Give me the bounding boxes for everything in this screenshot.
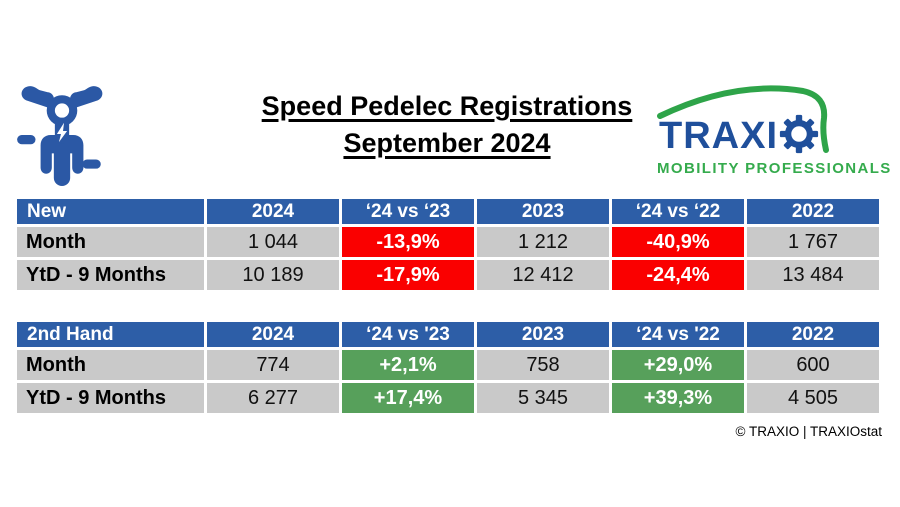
traxio-logo: TRAXI [655,80,890,186]
table-second-hand-title-cell: 2nd Hand [17,322,204,347]
delta-cell: +39,3% [612,383,744,413]
delta-cell: -24,4% [612,260,744,290]
delta-cell: +17,4% [342,383,474,413]
value-cell: 12 412 [477,260,609,290]
table-new-header-row: New 2024 ‘24 vs ‘23 2023 ‘24 vs ‘22 2022 [17,199,879,224]
table-second-hand-header-row: 2nd Hand 2024 ‘24 vs '23 2023 ‘24 vs '22… [17,322,879,347]
value-cell: 5 345 [477,383,609,413]
col-header-2022: 2022 [747,322,879,347]
delta-cell: -40,9% [612,227,744,257]
gear-icon [779,114,819,154]
lightning-bolt-icon [56,122,68,143]
col-header-2023: 2023 [477,322,609,347]
value-cell: 10 189 [207,260,339,290]
table-row: Month 1 044 -13,9% 1 212 -40,9% 1 767 [17,227,879,257]
table-new-title-cell: New [17,199,204,224]
col-header-2024: 2024 [207,322,339,347]
value-cell: 600 [747,350,879,380]
col-header-24vs22: ‘24 vs '22 [612,322,744,347]
source-credit: © TRAXIO | TRAXIOstat [735,424,883,439]
table-new: New 2024 ‘24 vs ‘23 2023 ‘24 vs ‘22 2022… [14,196,882,293]
table-row: YtD - 9 Months 6 277 +17,4% 5 345 +39,3%… [17,383,879,413]
speed-pedelec-icon [17,86,103,186]
col-header-24vs22: ‘24 vs ‘22 [612,199,744,224]
table-row: YtD - 9 Months 10 189 -17,9% 12 412 -24,… [17,260,879,290]
title-line-2: September 2024 [343,128,551,158]
table-second-hand: 2nd Hand 2024 ‘24 vs '23 2023 ‘24 vs '22… [14,319,882,416]
col-header-24vs23: ‘24 vs ‘23 [342,199,474,224]
row-label: YtD - 9 Months [17,383,204,413]
col-header-2024: 2024 [207,199,339,224]
table-row: Month 774 +2,1% 758 +29,0% 600 [17,350,879,380]
logo-tagline: MOBILITY PROFESSIONALS [657,160,892,177]
delta-cell: +2,1% [342,350,474,380]
value-cell: 6 277 [207,383,339,413]
delta-cell: -13,9% [342,227,474,257]
row-label: Month [17,350,204,380]
row-label: Month [17,227,204,257]
delta-cell: +29,0% [612,350,744,380]
value-cell: 758 [477,350,609,380]
logo-wordmark: TRAXI [659,114,889,157]
title-line-1: Speed Pedelec Registrations [261,91,633,121]
value-cell: 1 767 [747,227,879,257]
row-label: YtD - 9 Months [17,260,204,290]
value-cell: 1 212 [477,227,609,257]
page-title: Speed Pedelec Registrations September 20… [147,88,747,162]
value-cell: 13 484 [747,260,879,290]
logo-brand-text: TRAXI [659,115,778,157]
delta-cell: -17,9% [342,260,474,290]
col-header-2022: 2022 [747,199,879,224]
value-cell: 1 044 [207,227,339,257]
col-header-24vs23: ‘24 vs '23 [342,322,474,347]
col-header-2023: 2023 [477,199,609,224]
value-cell: 4 505 [747,383,879,413]
value-cell: 774 [207,350,339,380]
